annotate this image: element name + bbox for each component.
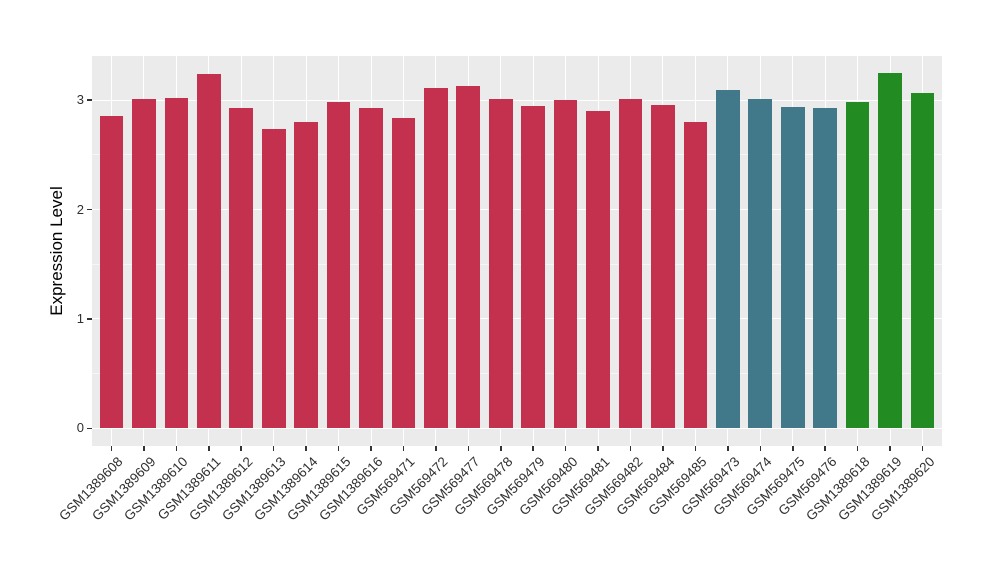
major-gridline (92, 427, 942, 429)
bar (618, 99, 643, 429)
x-tick-mark (921, 446, 924, 451)
x-tick-mark (759, 446, 762, 451)
bar (261, 128, 286, 429)
bar (488, 99, 513, 429)
x-tick-mark (629, 446, 632, 451)
x-tick-mark (694, 446, 697, 451)
x-tick-mark (662, 446, 664, 451)
y-tick-label: 1 (76, 310, 84, 326)
bar (229, 107, 254, 429)
bar (651, 104, 675, 429)
x-tick-mark (856, 446, 859, 451)
y-tick-mark (87, 427, 92, 430)
major-gridline (92, 209, 942, 211)
y-tick-label: 2 (76, 201, 84, 217)
x-tick-mark (370, 446, 372, 451)
bar (780, 106, 805, 429)
bar (748, 99, 773, 429)
x-tick-mark (337, 446, 340, 451)
y-tick-mark (87, 208, 92, 211)
x-tick-mark (500, 446, 502, 451)
x-tick-mark (467, 446, 470, 451)
minor-gridline (92, 373, 942, 375)
x-tick-mark (532, 446, 534, 451)
x-tick-mark (824, 446, 826, 451)
x-tick-mark (402, 446, 405, 451)
x-tick-mark (272, 446, 275, 451)
x-tick-mark (792, 446, 794, 451)
bar (294, 122, 318, 429)
minor-gridline (92, 154, 942, 156)
y-tick-label: 0 (76, 420, 84, 436)
bar (813, 107, 838, 429)
major-gridline (92, 99, 942, 101)
bar (586, 111, 610, 429)
x-tick-mark (143, 446, 145, 451)
bar (845, 102, 870, 429)
x-tick-mark (110, 446, 113, 451)
bar (878, 72, 902, 429)
bar (196, 73, 221, 429)
bar (910, 92, 935, 429)
y-tick-mark (87, 99, 92, 101)
bar (132, 99, 156, 429)
bar (424, 88, 448, 429)
major-gridline (92, 318, 942, 320)
bar (456, 85, 481, 429)
x-tick-mark (889, 446, 891, 451)
y-tick-mark (87, 318, 92, 320)
bar (521, 105, 546, 429)
bar (716, 90, 740, 429)
bar (326, 102, 351, 429)
bar (359, 107, 383, 429)
x-tick-mark (208, 446, 210, 451)
x-tick-mark (305, 446, 307, 451)
minor-gridline (92, 263, 942, 265)
bar (99, 115, 124, 429)
x-tick-mark (435, 446, 437, 451)
x-tick-mark (240, 446, 242, 451)
x-tick-mark (175, 446, 178, 451)
bar (391, 117, 416, 429)
x-tick-mark (597, 446, 599, 451)
x-tick-mark (727, 446, 729, 451)
x-tick-mark (564, 446, 567, 451)
plot-panel (92, 56, 942, 446)
y-tick-label: 3 (76, 92, 84, 108)
bar (164, 98, 189, 429)
bar (553, 100, 578, 429)
bar (683, 122, 708, 429)
